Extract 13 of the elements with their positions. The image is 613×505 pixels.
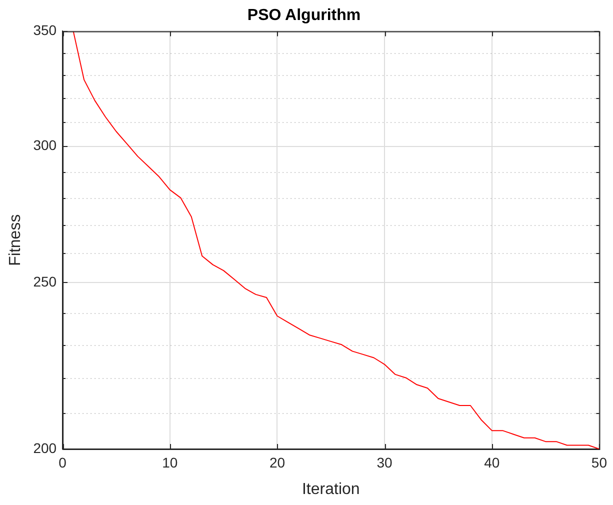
x-axis-title: Iteration (302, 480, 360, 498)
y-tick-label: 250 (33, 273, 57, 290)
y-axis-title: Fitness (7, 214, 24, 266)
y-tick-label: 300 (33, 137, 57, 154)
x-tick-label: 40 (484, 454, 500, 470)
x-tick-label: 50 (591, 454, 608, 470)
x-tick-label: 10 (162, 454, 178, 470)
x-tick-label: 20 (269, 454, 286, 470)
y-tick-label: 350 (33, 22, 57, 38)
y-tick-label: 200 (33, 440, 57, 456)
chart-title: PSO Algurithm (247, 7, 361, 24)
x-tick-label: 30 (376, 454, 393, 470)
x-tick-label: 0 (58, 454, 67, 470)
